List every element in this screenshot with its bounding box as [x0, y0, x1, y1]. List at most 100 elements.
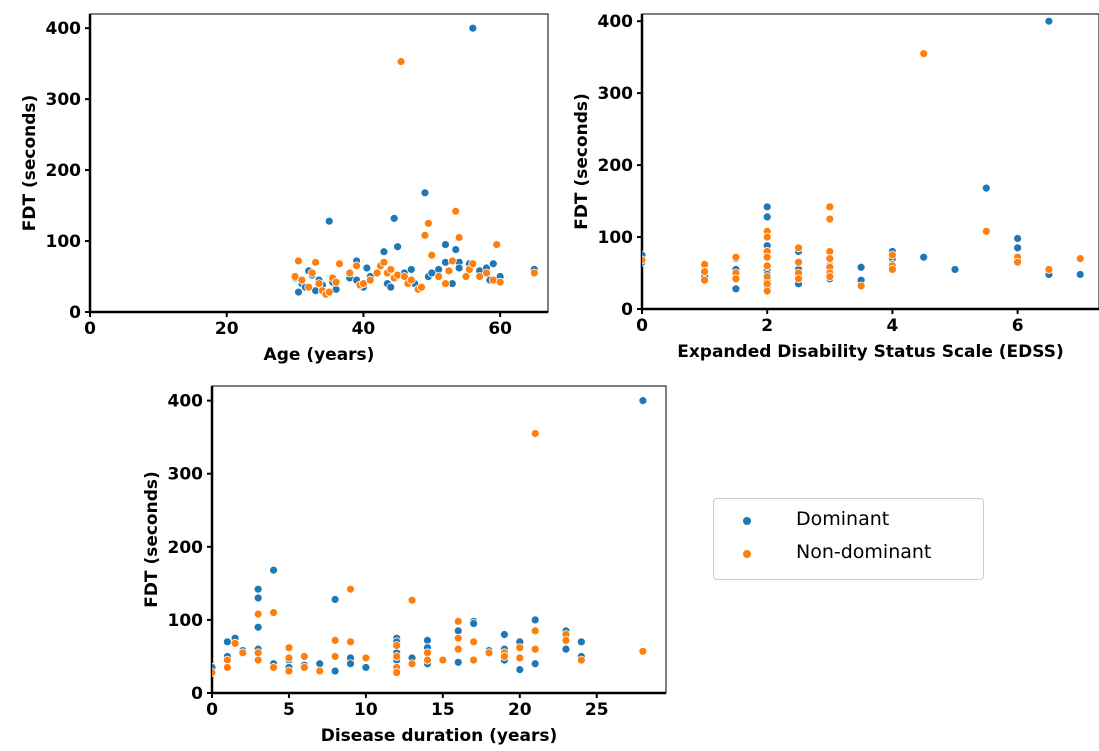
point-non-dominant: [284, 643, 294, 653]
point-dominant: [253, 622, 263, 632]
point-non-dominant: [468, 259, 478, 269]
point-non-dominant: [762, 232, 772, 242]
y-tick-label: 200: [598, 156, 634, 176]
point-dominant: [950, 265, 960, 274]
series-non-dominant: [212, 429, 648, 677]
point-dominant: [454, 263, 464, 273]
y-tick-label: 0: [69, 303, 81, 323]
point-non-dominant: [423, 648, 432, 658]
point-non-dominant: [515, 653, 525, 663]
series-non-dominant: [642, 49, 1085, 296]
point-non-dominant: [856, 281, 866, 291]
point-dominant: [441, 240, 450, 249]
subplot-age: 0 20 40 60 0 100 200 300 400 Age (years) FDT (seco…: [20, 13, 549, 365]
point-non-dominant: [392, 668, 402, 677]
point-non-dominant: [731, 274, 741, 284]
legend-item-dominant: Dominant: [714, 505, 983, 537]
point-non-dominant: [372, 268, 382, 278]
point-non-dominant: [392, 652, 402, 661]
point-non-dominant: [386, 265, 396, 274]
x-tick-label: 60: [488, 319, 512, 339]
point-dominant: [330, 666, 340, 676]
point-non-dominant: [230, 638, 240, 648]
point-non-dominant: [981, 226, 991, 236]
point-non-dominant: [407, 659, 417, 669]
point-non-dominant: [919, 49, 929, 58]
point-non-dominant: [530, 429, 540, 438]
point-non-dominant: [888, 265, 897, 274]
point-non-dominant: [331, 277, 341, 287]
point-dominant: [315, 659, 325, 669]
point-non-dominant: [453, 633, 463, 643]
point-non-dominant: [438, 655, 448, 665]
y-tick-label: 0: [621, 300, 633, 320]
y-tick-label: 100: [46, 232, 82, 252]
point-dominant: [762, 212, 772, 222]
point-non-dominant: [444, 266, 454, 276]
point-dominant: [423, 635, 432, 645]
point-non-dominant: [762, 261, 772, 271]
point-non-dominant: [1044, 265, 1054, 274]
point-non-dominant: [365, 275, 375, 285]
point-non-dominant: [794, 257, 803, 267]
point-dominant: [1075, 270, 1085, 279]
subplot-edss: 0 2 4 6 0 100 200 300 400 Expanded Disability Sta…: [572, 12, 1099, 362]
point-non-dominant: [825, 202, 835, 212]
point-dominant: [253, 584, 263, 594]
y-tick-label: 300: [168, 465, 204, 485]
point-non-dominant: [427, 250, 437, 260]
point-dominant: [731, 284, 741, 294]
y-tick-label: 200: [46, 161, 82, 181]
point-non-dominant: [500, 652, 509, 661]
y-tick-label: 400: [598, 12, 634, 32]
point-non-dominant: [294, 256, 303, 266]
point-non-dominant: [299, 663, 309, 672]
point-non-dominant: [311, 257, 320, 267]
legend-marker-non-dominant: [743, 550, 751, 558]
point-dominant: [1013, 234, 1023, 243]
point-non-dominant: [825, 272, 835, 282]
point-dominant: [362, 263, 372, 273]
point-non-dominant: [530, 626, 540, 636]
legend-item-non-dominant: Non-dominant: [714, 538, 983, 570]
x-tick-label: 40: [352, 319, 376, 339]
point-non-dominant: [359, 279, 368, 289]
y-tick-label: 100: [168, 611, 204, 631]
points-layer: [212, 396, 648, 677]
subplot-duration: 0 5 10 15 20 25 0 100 200 300 400 Disease duration …: [142, 385, 667, 746]
point-dominant: [379, 247, 389, 257]
point-non-dominant: [453, 644, 463, 654]
point-non-dominant: [731, 252, 741, 262]
y-tick-label: 200: [168, 538, 204, 558]
y-axis-label: FDT (seconds): [572, 93, 592, 230]
axes-frame: [211, 385, 667, 694]
point-non-dominant: [417, 282, 426, 292]
point-dominant: [515, 665, 525, 675]
point-dominant: [393, 242, 403, 252]
point-dominant: [386, 282, 396, 292]
point-non-dominant: [297, 275, 307, 285]
series-non-dominant: [290, 57, 539, 299]
point-dominant: [346, 659, 355, 669]
x-tick-label: 20: [508, 700, 532, 720]
point-non-dominant: [441, 279, 450, 289]
point-non-dominant: [762, 252, 772, 262]
x-axis-label: Disease duration (years): [321, 726, 558, 746]
point-non-dominant: [561, 635, 571, 645]
point-dominant: [1013, 243, 1023, 253]
point-non-dominant: [222, 663, 232, 672]
x-tick-label: 15: [431, 700, 455, 720]
x-tick-label: 20: [215, 319, 239, 339]
x-tick-label: 6: [1012, 316, 1024, 336]
point-dominant: [427, 268, 437, 278]
point-non-dominant: [576, 655, 586, 665]
point-non-dominant: [314, 279, 324, 289]
x-tick-label: 5: [283, 700, 295, 720]
point-non-dominant: [396, 57, 406, 66]
point-dominant: [762, 202, 772, 212]
point-non-dominant: [299, 652, 309, 661]
point-non-dominant: [253, 648, 263, 658]
point-non-dominant: [253, 609, 263, 619]
point-dominant: [856, 262, 866, 272]
point-dominant: [530, 659, 540, 669]
